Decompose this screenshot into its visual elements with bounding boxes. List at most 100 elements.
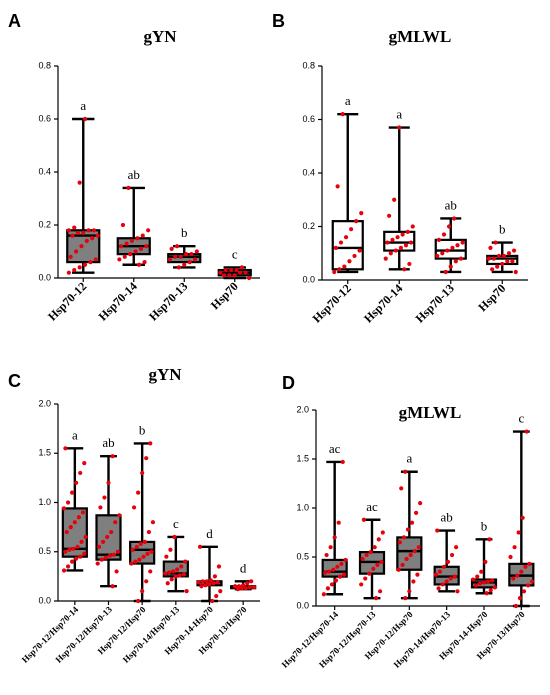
x-category-label: Hsp70-12/Hsp70-14 bbox=[20, 604, 81, 665]
significance-letter: ac bbox=[366, 499, 378, 514]
data-point bbox=[368, 550, 373, 555]
x-category-label: Hsp70-12 bbox=[45, 279, 89, 323]
data-point bbox=[169, 246, 174, 251]
data-point bbox=[496, 253, 501, 259]
box-group: b Hsp70-13 bbox=[146, 225, 202, 324]
box-group: c Hsp70 bbox=[208, 246, 252, 312]
data-point bbox=[184, 589, 189, 594]
box-group: a Hsp70-12 bbox=[45, 98, 101, 324]
data-point bbox=[435, 253, 440, 259]
y-tick-label: 0.2 bbox=[38, 219, 51, 229]
y-tick-label: 2.0 bbox=[38, 398, 51, 408]
data-point bbox=[103, 555, 108, 560]
data-point bbox=[363, 576, 368, 581]
x-category-label: Hsp70-12/Hsp70-13 bbox=[53, 604, 114, 665]
data-point bbox=[102, 495, 107, 500]
data-point bbox=[407, 261, 412, 267]
data-point bbox=[333, 578, 339, 583]
data-point bbox=[333, 245, 339, 250]
y-tick-label: 1.5 bbox=[296, 453, 309, 463]
data-point bbox=[134, 544, 139, 549]
data-point bbox=[328, 545, 333, 550]
y-tick-label: 0.6 bbox=[302, 114, 315, 124]
significance-letter: d bbox=[240, 560, 247, 575]
data-point bbox=[140, 233, 145, 238]
data-point bbox=[395, 235, 400, 240]
data-point bbox=[166, 570, 172, 575]
data-point bbox=[150, 520, 156, 525]
data-point bbox=[440, 582, 445, 587]
data-point bbox=[234, 267, 239, 273]
data-point bbox=[81, 230, 86, 236]
data-point bbox=[122, 254, 127, 259]
data-point bbox=[74, 480, 79, 485]
data-point bbox=[409, 520, 415, 525]
data-point bbox=[486, 256, 491, 261]
data-point bbox=[82, 551, 87, 556]
data-point bbox=[189, 252, 194, 257]
data-point bbox=[93, 257, 98, 262]
data-point bbox=[364, 552, 369, 558]
data-point bbox=[455, 589, 460, 594]
data-point bbox=[458, 256, 463, 261]
panel-letter: D bbox=[282, 373, 295, 393]
data-point bbox=[435, 528, 440, 533]
y-tick-label: 1.0 bbox=[296, 502, 309, 512]
data-point bbox=[241, 583, 246, 588]
data-point bbox=[140, 589, 145, 594]
data-point bbox=[416, 545, 421, 550]
data-point bbox=[506, 251, 512, 256]
data-point bbox=[95, 561, 100, 566]
data-point bbox=[247, 275, 252, 281]
data-point bbox=[337, 267, 342, 272]
data-point bbox=[64, 529, 69, 535]
data-point bbox=[331, 567, 336, 572]
x-category-label: Hsp70-13 bbox=[413, 281, 457, 325]
data-point bbox=[71, 546, 76, 551]
data-point bbox=[68, 525, 73, 530]
data-point bbox=[436, 586, 441, 591]
data-point bbox=[68, 254, 73, 259]
data-point bbox=[65, 500, 71, 505]
y-tick-label: 0.8 bbox=[38, 60, 51, 70]
box-group: b Hsp70 bbox=[475, 222, 519, 314]
data-point bbox=[243, 586, 248, 591]
data-point bbox=[72, 225, 77, 230]
data-point bbox=[129, 238, 135, 243]
data-point bbox=[332, 269, 337, 275]
significance-letter: a bbox=[72, 427, 78, 442]
data-point bbox=[78, 470, 83, 476]
data-point bbox=[243, 270, 248, 275]
data-point bbox=[183, 559, 188, 564]
data-point bbox=[63, 549, 68, 554]
data-point bbox=[398, 245, 404, 250]
data-point bbox=[164, 554, 169, 559]
data-point bbox=[380, 530, 385, 535]
data-point bbox=[340, 459, 345, 465]
data-point bbox=[238, 270, 243, 275]
data-point bbox=[218, 270, 223, 275]
data-point bbox=[77, 265, 82, 270]
data-point bbox=[404, 556, 409, 562]
data-point bbox=[227, 273, 232, 278]
data-point bbox=[199, 584, 204, 589]
significance-letter: a bbox=[80, 98, 86, 113]
y-tick-label: 0.0 bbox=[38, 272, 51, 282]
data-point bbox=[137, 262, 142, 267]
data-point bbox=[323, 570, 328, 575]
data-point bbox=[82, 116, 88, 122]
data-point bbox=[117, 257, 122, 262]
significance-letter: ab bbox=[128, 167, 140, 182]
data-point bbox=[492, 585, 497, 590]
data-point bbox=[336, 520, 341, 525]
data-point bbox=[232, 273, 237, 278]
data-point bbox=[511, 576, 516, 581]
data-point bbox=[207, 582, 212, 587]
data-point bbox=[415, 572, 420, 577]
x-category-label: Hsp70-14 bbox=[361, 281, 405, 325]
data-point bbox=[133, 249, 138, 254]
data-point bbox=[408, 240, 414, 245]
data-point bbox=[405, 229, 410, 234]
data-point bbox=[440, 251, 445, 256]
